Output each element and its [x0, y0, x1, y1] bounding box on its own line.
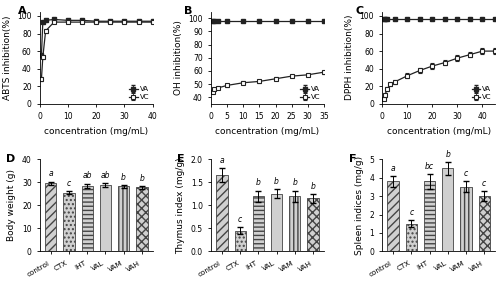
Text: a: a — [48, 169, 53, 178]
Text: b: b — [256, 178, 261, 187]
Bar — [252, 196, 264, 251]
Text: ab: ab — [100, 171, 110, 180]
Text: bc: bc — [425, 162, 434, 171]
Text: b: b — [121, 173, 126, 181]
Text: c: c — [67, 179, 71, 188]
Legend: VA, VC: VA, VC — [300, 86, 320, 100]
Y-axis label: ABTS inhibition(%): ABTS inhibition(%) — [2, 15, 12, 100]
Bar — [308, 198, 318, 251]
Text: C: C — [356, 6, 364, 16]
Text: c: c — [238, 215, 242, 224]
Bar — [460, 187, 471, 251]
Text: D: D — [6, 154, 16, 164]
Bar — [388, 181, 399, 251]
Text: c: c — [482, 179, 486, 188]
Bar — [45, 184, 56, 251]
Text: A: A — [18, 6, 26, 16]
Text: c: c — [409, 208, 414, 217]
Bar — [234, 231, 246, 251]
Bar — [289, 196, 300, 251]
Bar — [64, 192, 74, 251]
Y-axis label: OH inhibition(%): OH inhibition(%) — [174, 20, 183, 95]
Text: b: b — [310, 181, 316, 190]
Y-axis label: Body weight (g): Body weight (g) — [8, 169, 16, 241]
Text: ab: ab — [82, 171, 92, 180]
Bar — [118, 186, 130, 251]
Bar — [100, 185, 111, 251]
Text: B: B — [184, 6, 192, 16]
X-axis label: concentration (mg/mL): concentration (mg/mL) — [216, 127, 320, 136]
Text: F: F — [348, 154, 356, 164]
X-axis label: concentration (mg/mL): concentration (mg/mL) — [44, 127, 148, 136]
Text: b: b — [292, 178, 298, 187]
Bar — [478, 196, 490, 251]
Text: b: b — [446, 150, 450, 159]
Bar — [424, 181, 435, 251]
Y-axis label: Spleen indices (mg/g): Spleen indices (mg/g) — [354, 156, 364, 255]
Text: a: a — [220, 156, 224, 165]
Text: b: b — [140, 174, 144, 183]
Legend: VA, VC: VA, VC — [129, 86, 149, 100]
Legend: VA, VC: VA, VC — [472, 86, 492, 100]
Bar — [442, 168, 454, 251]
Text: a: a — [391, 164, 396, 173]
Bar — [136, 187, 147, 251]
Text: c: c — [464, 169, 468, 178]
Bar — [82, 186, 93, 251]
Bar — [271, 194, 282, 251]
Bar — [216, 175, 228, 251]
Text: E: E — [178, 154, 185, 164]
Y-axis label: Thymus index (mg/g): Thymus index (mg/g) — [176, 157, 185, 254]
X-axis label: concentration (mg/mL): concentration (mg/mL) — [386, 127, 491, 136]
Y-axis label: DPPH inhibition(%): DPPH inhibition(%) — [345, 15, 354, 101]
Bar — [406, 224, 417, 251]
Text: b: b — [274, 177, 279, 186]
